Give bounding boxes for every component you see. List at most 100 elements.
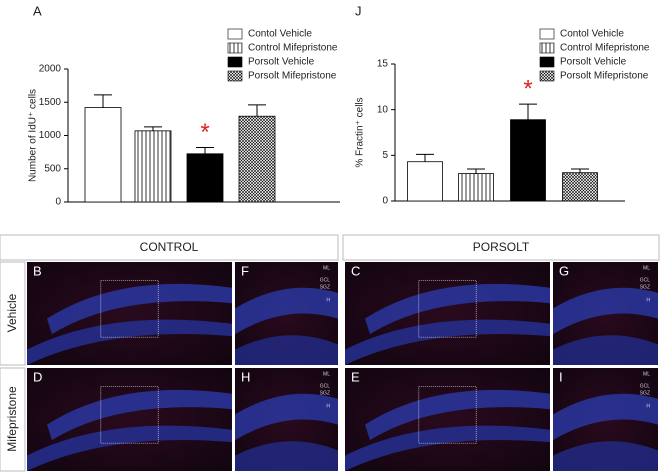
- cell-layer: [47, 283, 232, 335]
- legend-swatch: [539, 28, 555, 40]
- y-tick-label: 0: [382, 196, 388, 207]
- legend-swatch: [539, 42, 555, 54]
- layer-label: SGZ: [320, 284, 330, 290]
- y-tick-label: 500: [44, 163, 61, 174]
- bar: [407, 161, 443, 202]
- cell-layer: [27, 425, 232, 471]
- y-axis-label: Number of IdU⁺ cells: [28, 89, 39, 182]
- significance-star: *: [523, 76, 532, 103]
- cell-layer: [345, 425, 550, 471]
- cell-layer: [235, 393, 338, 441]
- legend-label: Porsolt Mifepristone: [560, 71, 649, 82]
- column-header: PORSOLT: [473, 240, 530, 254]
- legend-swatch: [227, 70, 243, 82]
- bar: [186, 153, 224, 203]
- layer-label: SGZ: [640, 390, 650, 396]
- error-bar: [571, 168, 589, 173]
- layer-label: H: [326, 403, 330, 409]
- cell-layer: [47, 389, 232, 441]
- y-tick-label: 1500: [39, 97, 62, 108]
- legend-swatch: [227, 42, 243, 54]
- y-tick-label: 0: [55, 197, 61, 208]
- cell-layer: [235, 287, 338, 335]
- panel-letter: I: [559, 369, 563, 384]
- layer-label: SGZ: [320, 390, 330, 396]
- legend-label: Contol Vehicle: [248, 29, 312, 40]
- cell-layer: [553, 335, 658, 365]
- micrographs: CONTROL PORSOLT Vehicle Mifepristone B ML…: [0, 234, 660, 472]
- layer-label: GCL: [640, 383, 651, 389]
- legend-swatch: [539, 70, 555, 82]
- error-bar: [94, 94, 112, 108]
- bar: [238, 115, 276, 203]
- row-header: Mifepristone: [5, 386, 19, 452]
- row-box: [0, 261, 26, 366]
- legend-swatch: [227, 56, 243, 68]
- bar: [134, 130, 172, 203]
- cell-layer: [553, 393, 658, 441]
- layer-label: ML: [323, 371, 330, 377]
- panel-letter: E: [351, 369, 360, 384]
- y-tick-label: 1000: [39, 130, 62, 141]
- layer-label: ML: [323, 265, 330, 271]
- cell-layer: [553, 287, 658, 335]
- zoom-box: [100, 386, 159, 444]
- panel-letter: D: [33, 369, 42, 384]
- layer-label: H: [646, 297, 650, 303]
- panel-letter: B: [33, 263, 42, 278]
- legend-label: Porsolt Vehicle: [248, 57, 315, 68]
- column-header: CONTROL: [140, 240, 199, 254]
- header-box: [342, 234, 660, 261]
- bar: [84, 107, 122, 203]
- header-box: [0, 234, 339, 261]
- layer-label: ML: [643, 265, 650, 271]
- panel-letter: F: [241, 263, 249, 278]
- legend-label: Porsolt Vehicle: [560, 57, 627, 68]
- legend-label: Contol Vehicle: [560, 29, 624, 40]
- bar: [458, 173, 494, 202]
- y-tick-label: 15: [377, 59, 389, 70]
- legend-swatch: [227, 28, 243, 40]
- error-bar: [196, 146, 214, 154]
- cell-layer: [235, 335, 338, 365]
- layer-label: H: [326, 297, 330, 303]
- panel-letter: G: [559, 263, 569, 278]
- cell-layer: [553, 441, 658, 471]
- row-header: Vehicle: [5, 293, 19, 332]
- y-axis-label: % Fractin⁺ cells: [355, 97, 366, 167]
- layer-label: H: [646, 403, 650, 409]
- zoom-box: [418, 280, 477, 338]
- panel-letter: C: [351, 263, 360, 278]
- error-bar: [467, 168, 485, 174]
- y-tick-label: 2000: [39, 64, 62, 75]
- error-bar: [519, 103, 537, 120]
- bar: [510, 119, 546, 202]
- significance-star: *: [200, 119, 209, 146]
- layer-label: GCL: [320, 277, 331, 283]
- y-tick-label: 10: [377, 104, 389, 115]
- legend-label: Control Mifepristone: [560, 43, 650, 54]
- cell-layer: [345, 319, 550, 365]
- row-box: [0, 367, 26, 472]
- panel-letter: J: [355, 3, 362, 18]
- panel-letter: A: [33, 3, 42, 18]
- cell-layer: [365, 283, 550, 335]
- error-bar: [144, 126, 162, 131]
- y-tick-label: 5: [382, 150, 388, 161]
- layer-label: ML: [643, 371, 650, 377]
- bar: [562, 172, 598, 202]
- zoom-box: [100, 280, 159, 338]
- legend-swatch: [539, 56, 555, 68]
- panel-letter: H: [241, 369, 250, 384]
- cell-layer: [27, 319, 232, 365]
- legend-label: Control Mifepristone: [248, 43, 338, 54]
- cell-layer: [365, 389, 550, 441]
- legend-label: Porsolt Mifepristone: [248, 71, 337, 82]
- cell-layer: [235, 441, 338, 471]
- error-bar: [416, 153, 434, 162]
- layer-label: GCL: [320, 383, 331, 389]
- layer-label: SGZ: [640, 284, 650, 290]
- zoom-box: [418, 386, 477, 444]
- layer-label: GCL: [640, 277, 651, 283]
